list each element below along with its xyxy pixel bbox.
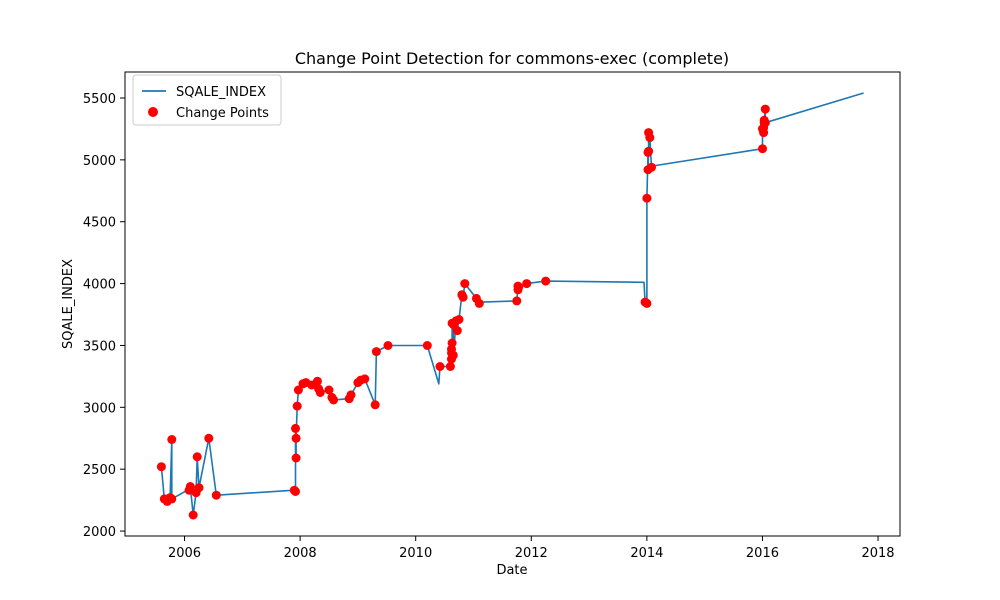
change-point-marker — [315, 388, 325, 397]
sqale-index-line — [160, 92, 864, 516]
x-tick-label: 2008 — [284, 546, 317, 561]
change-point-marker — [645, 133, 655, 143]
change-point-marker — [383, 341, 393, 350]
y-axis-label: SQALE_INDEX — [61, 259, 76, 349]
x-tick-label: 2016 — [746, 546, 779, 561]
y-tick-label: 3000 — [83, 401, 116, 416]
x-axis-label: Date — [496, 563, 527, 578]
change-point-marker — [167, 494, 177, 504]
change-point-marker — [758, 144, 767, 154]
change-point-marker — [312, 376, 322, 386]
change-point-marker — [194, 483, 204, 493]
change-point-marker — [360, 374, 370, 384]
x-tick-label: 2012 — [515, 546, 548, 561]
change-point-marker — [522, 279, 532, 289]
change-point-marker — [760, 104, 770, 114]
chart-title: Change Point Detection for commons-exec … — [295, 49, 729, 68]
change-point-marker — [291, 433, 301, 443]
change-point-marker — [346, 390, 356, 400]
change-point-marker — [448, 350, 458, 360]
change-point-marker — [541, 276, 551, 286]
change-point-marker — [460, 279, 470, 289]
change-point-marker — [512, 296, 522, 306]
legend-box — [132, 74, 282, 126]
change-point-marker — [514, 282, 524, 292]
change-point-marker — [422, 341, 432, 350]
change-point-marker — [760, 118, 770, 128]
y-tick-label: 4000 — [83, 278, 116, 293]
change-point-marker — [329, 395, 339, 405]
y-tick-label: 2500 — [83, 463, 116, 478]
change-point-marker — [458, 292, 468, 302]
change-point-marker — [291, 423, 300, 433]
change-point-marker — [370, 400, 380, 410]
change-point-marker — [452, 326, 462, 336]
change-point-marker — [445, 362, 455, 371]
change-point-marker — [185, 482, 195, 491]
change-point-marker — [292, 401, 302, 411]
change-point-marker — [291, 453, 301, 463]
change-point-marker — [435, 362, 445, 371]
plot-frame — [124, 71, 901, 537]
legend-point-swatch — [148, 107, 158, 117]
legend-label-points: Change Points — [176, 106, 269, 121]
change-point-marker — [324, 385, 334, 395]
change-point-marker — [371, 347, 381, 357]
y-tick-label: 3500 — [83, 339, 116, 354]
x-tick-label: 2010 — [399, 546, 432, 561]
x-tick-label: 2018 — [861, 546, 894, 561]
change-point-marker — [474, 298, 484, 308]
change-point-marker — [192, 452, 202, 462]
change-point-marker — [447, 338, 457, 348]
change-point-marker — [642, 298, 652, 308]
y-tick-label: 5000 — [83, 154, 116, 169]
x-tick-label: 2006 — [168, 546, 201, 561]
change-point-marker — [211, 490, 221, 500]
y-tick-label: 4500 — [83, 216, 116, 231]
change-point-marker — [291, 487, 300, 496]
change-point-marker — [647, 162, 656, 172]
legend: SQALE_INDEX Change Points — [132, 74, 282, 126]
change-point-marker — [454, 315, 464, 324]
y-tick-label: 5500 — [83, 92, 116, 107]
change-point-marker — [642, 193, 652, 203]
change-point-marker — [204, 433, 214, 443]
change-point-marker — [167, 435, 177, 444]
y-tick-label: 2000 — [83, 525, 116, 540]
change-point-marker — [644, 146, 654, 156]
legend-label-line: SQALE_INDEX — [176, 85, 266, 100]
plot-area: 2006 2008 2010 2012 2014 2016 2018 2000 2500 3000… — [83, 71, 901, 561]
change-point-marker — [156, 462, 166, 472]
change-point-marker — [293, 385, 303, 395]
x-tick-label: 2014 — [630, 546, 663, 561]
change-point-marker — [188, 510, 198, 520]
